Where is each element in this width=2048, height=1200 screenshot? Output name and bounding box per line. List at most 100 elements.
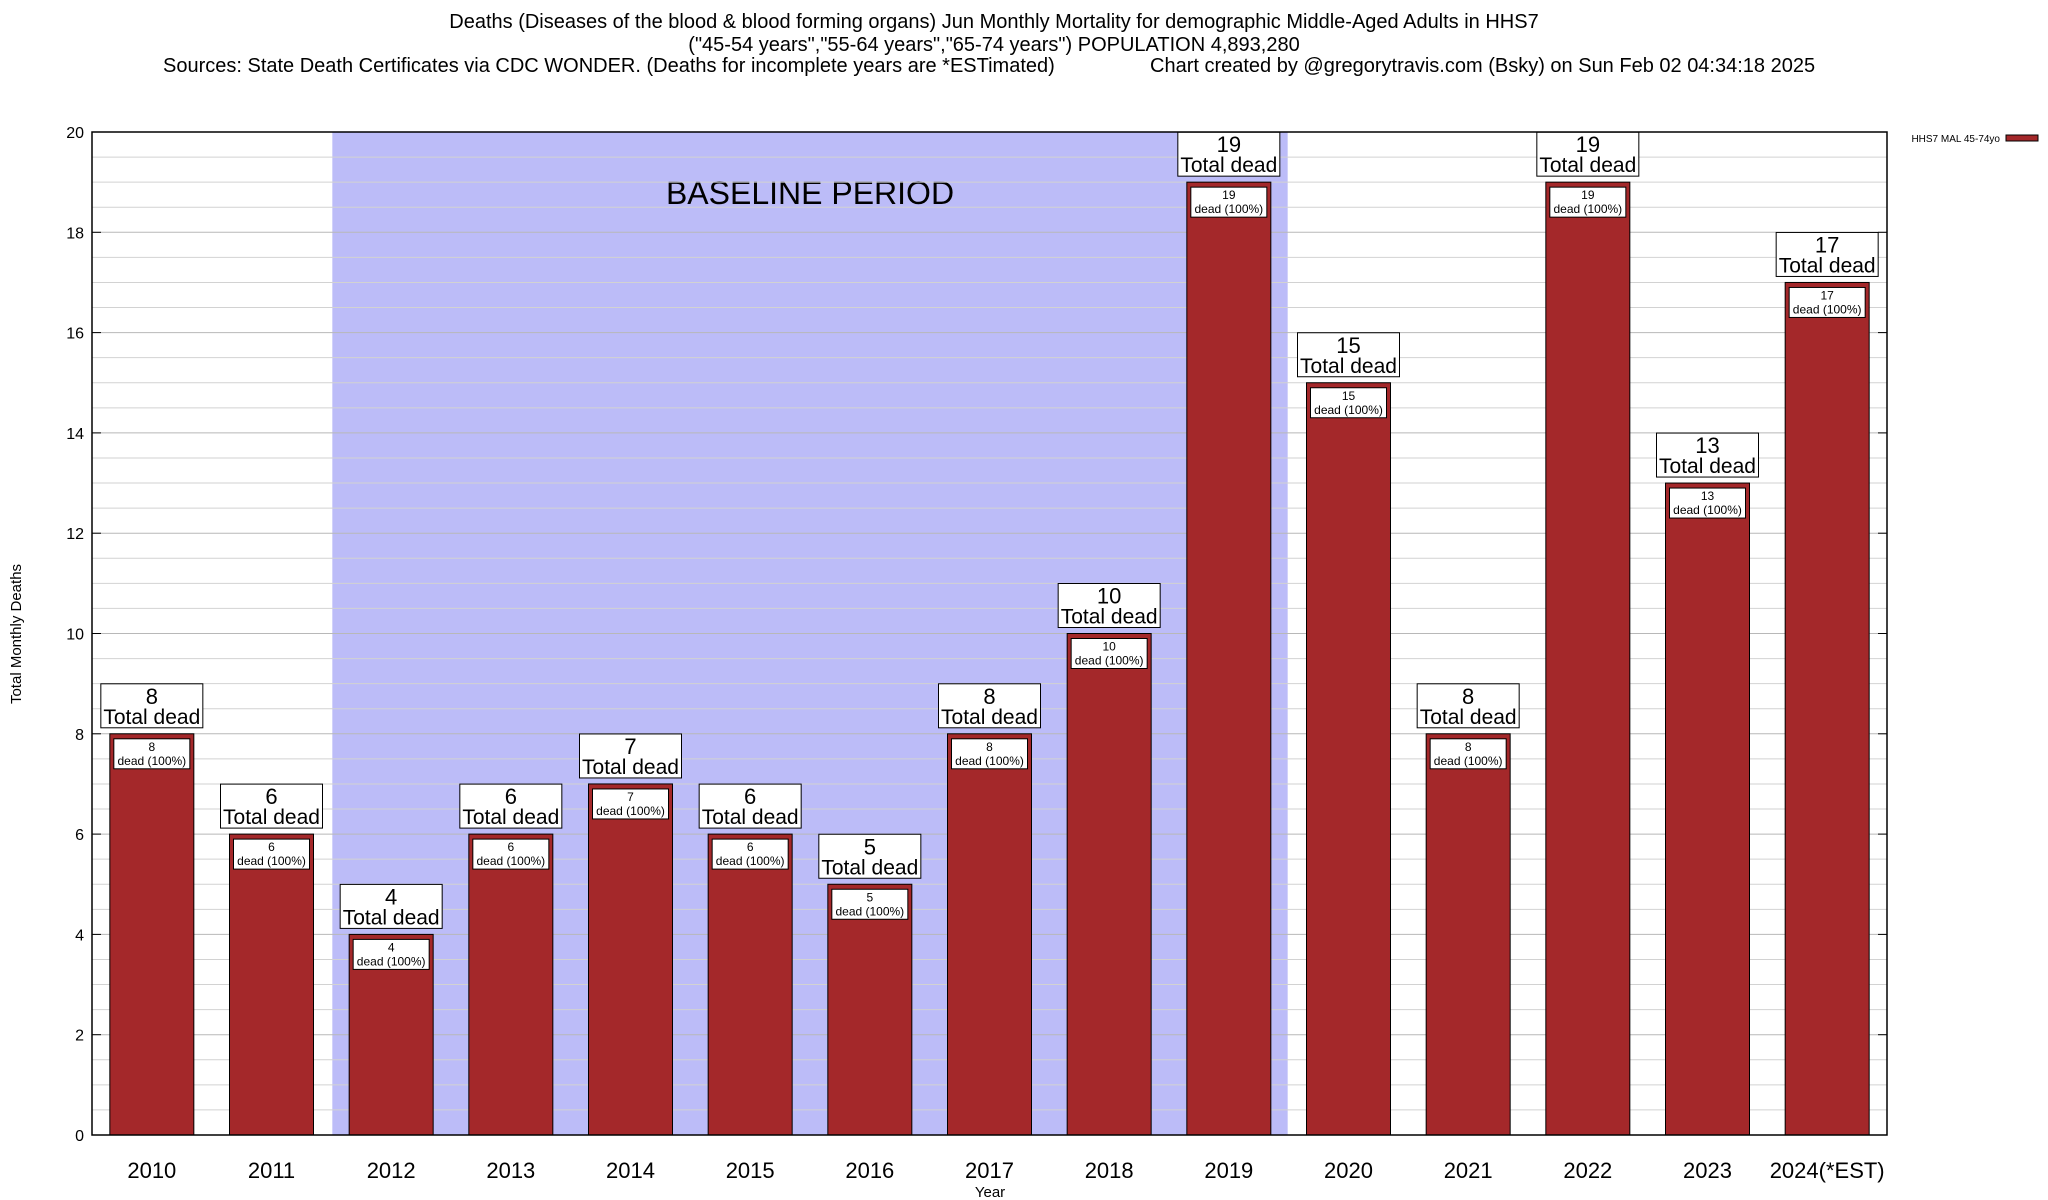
top-label-box — [1775, 231, 1879, 277]
top-value-label: 19 — [1576, 132, 1600, 157]
plot-frame — [91, 131, 1888, 1136]
top-text-label: Total dead — [462, 806, 559, 829]
inner-text-label: dead (100%) — [955, 754, 1024, 768]
y-tick-label: 8 — [75, 727, 84, 744]
top-value-label: 6 — [265, 784, 277, 809]
inner-label-box — [472, 838, 550, 870]
inner-text-label: dead (100%) — [117, 754, 186, 768]
top-value-label: 13 — [1695, 433, 1719, 458]
inner-value-label: 6 — [507, 840, 514, 854]
bar-2016 — [827, 883, 913, 1136]
inner-text-label: dead (100%) — [1553, 202, 1622, 216]
legend-label: HHS7 MAL 45-74yo — [1911, 134, 2000, 145]
top-value-label: 8 — [1462, 684, 1474, 709]
bar-2019 — [1186, 181, 1272, 1136]
inner-value-label: 5 — [866, 890, 873, 904]
top-label-box — [339, 883, 443, 929]
top-text-label: Total dead — [1659, 455, 1756, 478]
x-tick-label: 2014 — [606, 1158, 655, 1183]
x-tick-label: 2016 — [845, 1158, 894, 1183]
inner-label-box — [1669, 487, 1746, 519]
y-tick-label: 10 — [66, 627, 84, 644]
top-label-box — [698, 783, 802, 829]
y-tick-label: 12 — [66, 526, 84, 543]
bar-2017 — [947, 733, 1032, 1136]
legend-swatch — [2005, 134, 2039, 142]
x-tick-label: 2015 — [726, 1158, 775, 1183]
legend: HHS7 MAL 45-74yo — [1911, 134, 2039, 145]
x-tick-label: 2018 — [1085, 1158, 1134, 1183]
inner-text-label: dead (100%) — [1434, 754, 1503, 768]
inner-text-label: dead (100%) — [1673, 503, 1742, 517]
inner-text-label: dead (100%) — [835, 904, 904, 918]
x-tick-label: 2010 — [127, 1158, 176, 1183]
top-label-box — [459, 783, 563, 829]
inner-label-box — [113, 738, 191, 770]
top-value-label: 6 — [505, 784, 517, 809]
inner-label-box — [1070, 638, 1148, 669]
top-text-label: Total dead — [343, 906, 440, 929]
inner-value-label: 10 — [1102, 640, 1116, 654]
inner-value-label: 13 — [1701, 489, 1715, 503]
inner-text-label: dead (100%) — [596, 804, 665, 818]
y-axis-title: Total Monthly Deaths — [8, 564, 25, 704]
top-text-label: Total dead — [1539, 154, 1636, 177]
inner-value-label: 19 — [1222, 188, 1236, 202]
top-label-box — [938, 683, 1041, 729]
top-text-label: Total dead — [103, 706, 200, 729]
bar-2010 — [109, 733, 195, 1136]
top-value-label: 8 — [146, 684, 158, 709]
bar-2024(*EST) — [1784, 281, 1870, 1136]
y-tick-label: 4 — [75, 927, 84, 944]
inner-text-label: dead (100%) — [357, 954, 426, 968]
bar-2013 — [468, 833, 554, 1136]
inner-text-label: dead (100%) — [1194, 202, 1263, 216]
top-text-label: Total dead — [1420, 706, 1517, 729]
top-label-box — [100, 683, 204, 729]
x-tick-label: 2022 — [1563, 1158, 1612, 1183]
bar-2014 — [588, 783, 673, 1136]
bar-2021 — [1425, 733, 1511, 1136]
x-tick-label: 2023 — [1683, 1158, 1732, 1183]
inner-text-label: dead (100%) — [1075, 654, 1144, 668]
bar-2015 — [707, 833, 793, 1136]
inner-label-box — [233, 838, 310, 870]
top-text-label: Total dead — [941, 706, 1038, 729]
top-label-box — [1416, 683, 1520, 729]
y-tick-label: 16 — [66, 326, 84, 343]
inner-label-box — [1788, 286, 1866, 318]
chart-sources: Sources: State Death Certificates via CD… — [163, 55, 1055, 77]
top-text-label: Total dead — [1061, 606, 1158, 629]
top-label-box — [1177, 131, 1281, 177]
inner-label-box — [592, 788, 669, 820]
inner-text-label: dead (100%) — [476, 854, 545, 868]
bar-2018 — [1066, 633, 1152, 1136]
inner-label-box — [1549, 186, 1627, 218]
bar-2020 — [1306, 382, 1391, 1136]
x-tick-label: 2012 — [367, 1158, 416, 1183]
top-value-label: 7 — [624, 734, 636, 759]
bar-2011 — [229, 833, 314, 1136]
inner-label-box — [831, 888, 909, 920]
top-value-label: 8 — [983, 684, 995, 709]
y-tick-label: 14 — [66, 426, 84, 443]
inner-value-label: 6 — [747, 840, 754, 854]
top-value-label: 15 — [1336, 333, 1360, 358]
x-tick-label: 2019 — [1204, 1158, 1253, 1183]
top-text-label: Total dead — [821, 856, 918, 879]
inner-value-label: 8 — [986, 740, 993, 754]
inner-value-label: 4 — [388, 940, 395, 954]
y-tick-label: 6 — [75, 827, 84, 844]
x-axis-title: Year — [975, 1184, 1005, 1200]
bar-2022 — [1545, 181, 1631, 1136]
inner-value-label: 8 — [1465, 740, 1472, 754]
inner-text-label: dead (100%) — [237, 854, 306, 868]
baseline-label: BASELINE PERIOD — [666, 175, 954, 211]
top-value-label: 4 — [385, 884, 397, 909]
top-text-label: Total dead — [1779, 254, 1876, 277]
inner-value-label: 17 — [1820, 288, 1834, 302]
inner-value-label: 19 — [1581, 188, 1595, 202]
x-tick-label: 2020 — [1324, 1158, 1373, 1183]
top-text-label: Total dead — [223, 806, 320, 829]
